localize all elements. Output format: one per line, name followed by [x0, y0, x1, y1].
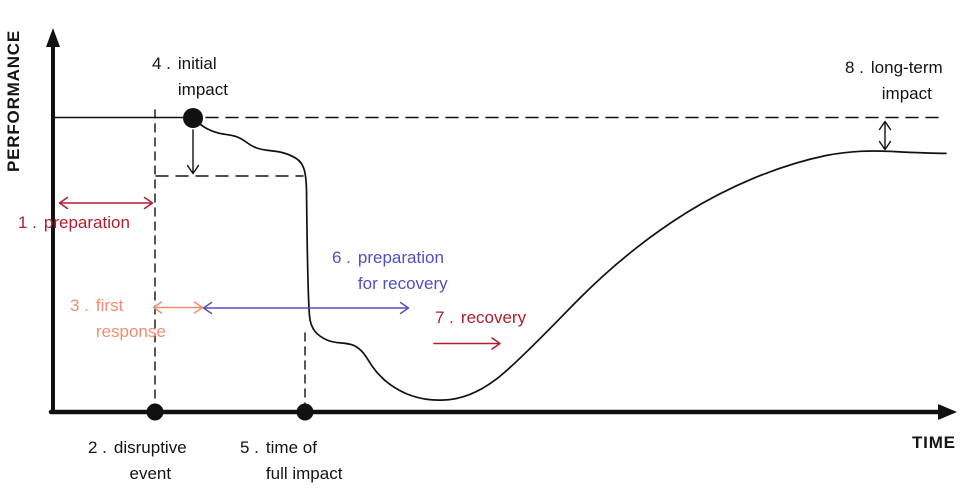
annotation-disruptive-event: 2 . disruptive event: [88, 435, 187, 487]
annotation-recovery: 7 . recovery: [435, 305, 526, 331]
first-response-span-arrow: [152, 301, 204, 314]
annotation-text: disruptive event: [113, 438, 187, 483]
preparation-span-arrow: [58, 196, 154, 210]
annotation-number: 5 .: [240, 438, 259, 457]
annotation-number: 1 .: [18, 213, 37, 232]
annotation-text: initial impact: [177, 54, 228, 99]
annotation-text: first response: [95, 296, 166, 341]
y-axis-arrowhead: [46, 28, 60, 47]
annotation-full-impact: 5 . time of full impact: [240, 435, 342, 487]
annotation-preparation: 1 . preparation: [18, 210, 130, 236]
annotation-number: 7 .: [435, 308, 454, 327]
annotation-prep-recovery: 6 . preparation for recovery: [332, 245, 448, 297]
annotation-text: recovery: [460, 308, 527, 327]
annotation-number: 3 .: [70, 296, 89, 315]
annotation-text: long-term impact: [870, 58, 943, 103]
annotation-text: time of full impact: [265, 438, 343, 483]
full-impact-dot: [296, 403, 314, 421]
annotation-first-response: 3 . first response: [70, 293, 166, 345]
annotation-long-term-impact: 8 . long-term impact: [845, 55, 943, 107]
annotation-number: 4 .: [152, 54, 171, 73]
performance-curve: [192, 117, 947, 401]
annotation-text: preparation for recovery: [357, 248, 448, 293]
long-term-impact-arrow: [878, 120, 892, 151]
annotation-number: 8 .: [845, 58, 864, 77]
initial-impact-drop-arrow: [186, 129, 200, 175]
x-axis-arrowhead: [938, 404, 957, 420]
initial-impact-dot: [183, 108, 203, 128]
annotation-number: 2 .: [88, 438, 107, 457]
annotation-text: preparation: [43, 213, 130, 232]
y-axis-label: PERFORMANCE: [4, 30, 23, 172]
annotation-initial-impact: 4 . initial impact: [152, 51, 228, 103]
prep-recovery-span-arrow: [202, 301, 410, 315]
recovery-direction-arrow: [433, 337, 501, 350]
disruptive-event-dot: [146, 403, 164, 421]
x-axis-label: TIME: [912, 433, 956, 452]
annotation-number: 6 .: [332, 248, 351, 267]
